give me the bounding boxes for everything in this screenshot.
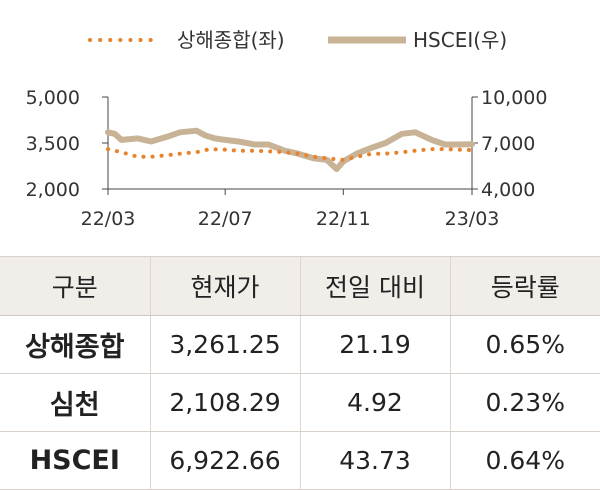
series-line-hscei <box>105 127 475 173</box>
row-name: 상해종합 <box>0 315 150 374</box>
table-row: HSCEI 6,922.66 43.73 0.64% <box>0 431 600 490</box>
header-category: 구분 <box>0 256 150 316</box>
table-header-row: 구분 현재가 전일 대비 등락률 <box>0 256 600 316</box>
legend-label-shanghai: 상해종합(좌) <box>177 28 285 52</box>
market-index-chart: 상해종합(좌) HSCEI(우) 5,000 3,500 2,000 10,000 7,0… <box>26 28 548 230</box>
row-current-price: 2,108.29 <box>149 373 300 432</box>
table-row: 심천 2,108.29 4.92 0.23% <box>0 373 600 432</box>
row-change: 4.92 <box>299 373 450 432</box>
chart-legend: 상해종합(좌) HSCEI(우) <box>88 28 507 52</box>
header-change: 전일 대비 <box>299 256 450 316</box>
y-left-tick-label: 5,000 <box>26 87 80 109</box>
legend-label-hscei: HSCEI(우) <box>413 28 507 52</box>
header-change-rate: 등락률 <box>449 256 600 316</box>
row-name: HSCEI <box>0 431 150 490</box>
row-change-rate: 0.23% <box>449 373 600 432</box>
row-change-rate: 0.64% <box>449 431 600 490</box>
table-row: 상해종합 3,261.25 21.19 0.65% <box>0 315 600 374</box>
row-change: 43.73 <box>299 431 450 490</box>
row-name: 심천 <box>0 373 150 432</box>
chart-series <box>105 127 475 173</box>
row-change: 21.19 <box>299 315 450 374</box>
row-current-price: 3,261.25 <box>149 315 300 374</box>
x-tick-label: 22/03 <box>81 208 136 230</box>
y-right-tick-label: 7,000 <box>481 133 535 155</box>
chart-axes: 5,000 3,500 2,000 10,000 7,000 4,000 22/03 22/0… <box>26 87 548 230</box>
series-line-shanghai <box>106 147 474 162</box>
y-right-tick-label: 4,000 <box>481 179 535 201</box>
row-current-price: 6,922.66 <box>149 431 300 490</box>
y-right-tick-label: 10,000 <box>481 87 547 109</box>
x-tick-label: 22/11 <box>316 208 371 230</box>
x-tick-label: 23/03 <box>445 208 500 230</box>
x-tick-label: 22/07 <box>198 208 253 230</box>
y-left-tick-label: 3,500 <box>26 133 80 155</box>
y-left-tick-label: 2,000 <box>26 179 80 201</box>
header-current-price: 현재가 <box>149 256 300 316</box>
index-quote-table: 구분 현재가 전일 대비 등락률 상해종합 3,261.25 21.19 0.6… <box>0 256 600 490</box>
row-change-rate: 0.65% <box>449 315 600 374</box>
